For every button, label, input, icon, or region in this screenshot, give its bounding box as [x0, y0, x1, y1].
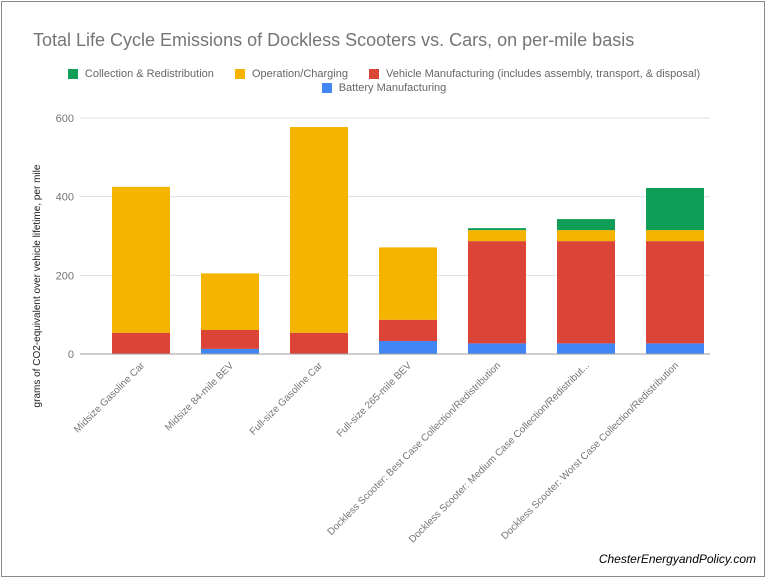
legend-swatch-vehicle — [369, 69, 380, 79]
x-tick-label: Dockless Scooter: Medium Case Collection… — [407, 360, 592, 545]
bar-segment — [201, 330, 259, 349]
bar-segment — [201, 348, 259, 354]
legend-row-1: Collection & Redistribution Operation/Ch… — [0, 68, 768, 82]
bar-segment — [201, 273, 259, 331]
legend-item-vehicle: Vehicle Manufacturing (includes assembly… — [369, 68, 700, 80]
bar-segment — [557, 343, 615, 354]
x-tick-label: Dockless Scooter: Worst Case Collection/… — [499, 360, 681, 542]
chart-title: Total Life Cycle Emissions of Dockless S… — [33, 30, 635, 50]
bar-segment — [557, 219, 615, 231]
bar-segment — [379, 341, 437, 354]
bar-segment — [468, 230, 526, 242]
bar-segment — [646, 241, 704, 344]
legend-label-collection: Collection & Redistribution — [84, 68, 214, 80]
bar-segment — [646, 230, 704, 242]
bar-segment — [557, 230, 615, 242]
bar-segment — [557, 241, 615, 344]
legend-item-battery: Battery Manufacturing — [321, 82, 447, 94]
legend-label-battery: Battery Manufacturing — [338, 82, 447, 94]
legend-swatch-battery — [321, 83, 332, 93]
y-tick-label: 600 — [56, 113, 74, 125]
legend-swatch-collection — [67, 69, 78, 79]
legend-label-vehicle: Vehicle Manufacturing (includes assembly… — [386, 68, 701, 80]
bar-segment — [468, 343, 526, 354]
bar-segment — [112, 332, 170, 354]
x-tick-label: Midsize 84-mile BEV — [163, 360, 236, 433]
bar-segment — [468, 228, 526, 231]
legend-swatch-operation — [234, 69, 245, 79]
bar-segment — [112, 186, 170, 333]
watermark: ChesterEnergyandPolicy.com — [598, 552, 756, 566]
bar-segment — [290, 332, 348, 354]
bar-segment — [379, 247, 437, 320]
bar-segment — [468, 241, 526, 344]
y-tick-label: 200 — [56, 270, 74, 282]
legend-item-collection: Collection & Redistribution — [67, 68, 214, 80]
y-tick-label: 400 — [56, 192, 74, 204]
bar-segment — [379, 319, 437, 342]
bar-segment — [646, 343, 704, 354]
bar-segment — [290, 127, 348, 333]
x-tick-label: Midsize Gasoline Car — [72, 360, 147, 435]
x-tick-label: Full-size Gasoline Car — [248, 360, 326, 438]
bar-segment — [646, 188, 704, 231]
x-tick-label: Full-size 265-mile BEV — [335, 360, 415, 440]
legend-row-2: Battery Manufacturing — [0, 82, 768, 96]
y-axis-label: grams of CO2-equivalent over vehicle lif… — [32, 164, 43, 407]
x-tick-label: Dockless Scooter: Best Case Collection/R… — [326, 360, 504, 538]
y-tick-label: 0 — [68, 349, 74, 361]
legend-item-operation: Operation/Charging — [234, 68, 348, 80]
legend-label-operation: Operation/Charging — [251, 68, 348, 80]
